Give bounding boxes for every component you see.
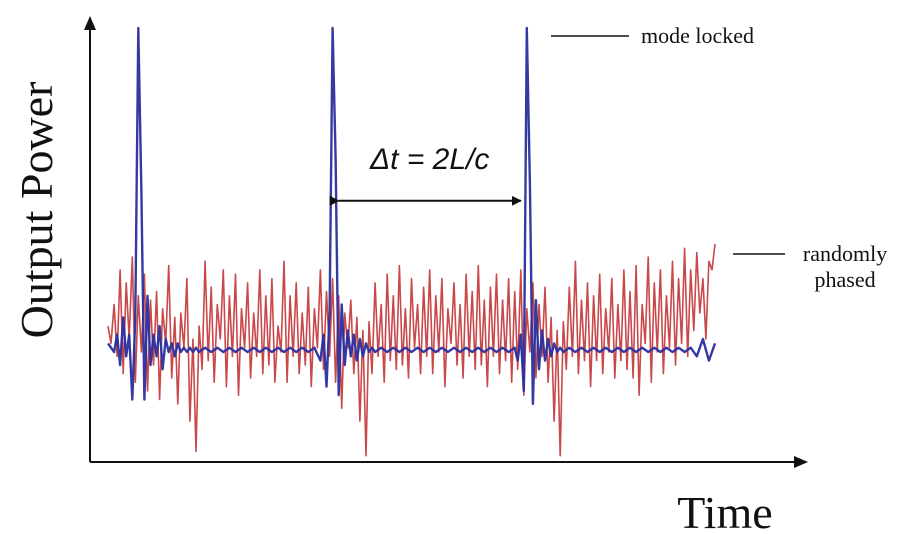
spacing-label: Δt = 2L/c	[369, 143, 489, 176]
y-axis-label: Output Power	[11, 82, 62, 339]
spacing-annotation: Δt = 2L/c	[329, 143, 522, 206]
randomly-phased-label-line2: phased	[815, 267, 876, 292]
series-line-randomly-phased	[107, 243, 716, 457]
randomly-phased-label-line1: randomly	[803, 241, 887, 266]
x-axis-label: Time	[677, 487, 772, 534]
plot-area	[107, 26, 717, 457]
series-line-mode-locked	[107, 26, 717, 405]
mode-locked-label: mode locked	[641, 23, 754, 48]
